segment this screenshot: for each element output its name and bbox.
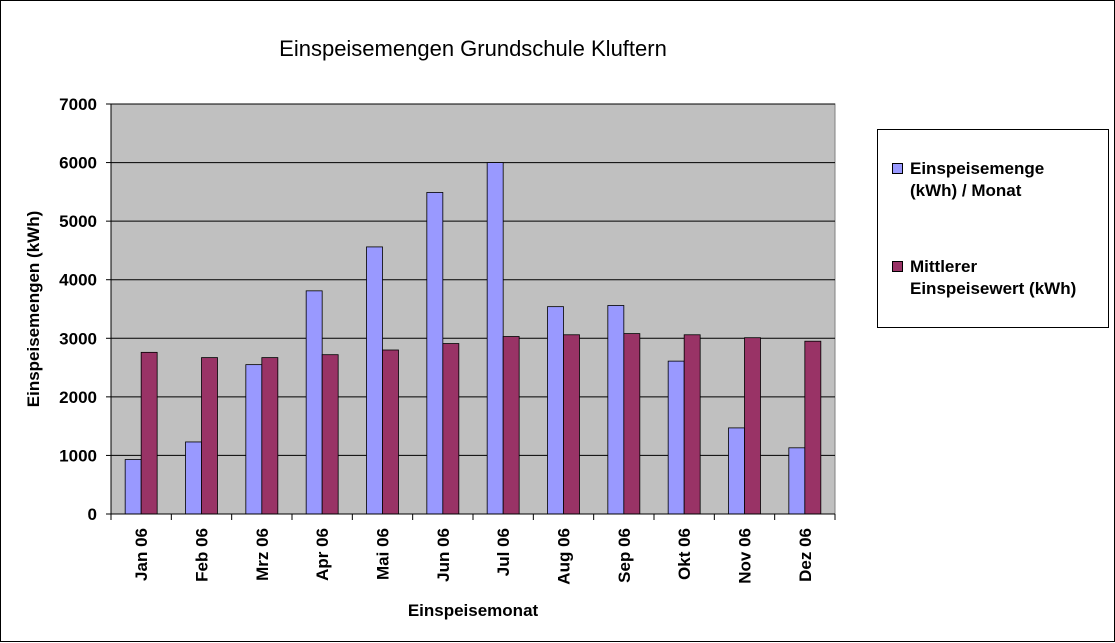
bar-mittlerer-jan-06 xyxy=(140,351,158,515)
legend-swatch-mittlerer xyxy=(892,261,903,272)
bar-mittlerer-sep-06 xyxy=(623,333,641,515)
bar-einspeisemenge-nov-06 xyxy=(728,427,745,515)
bars-layer xyxy=(124,162,822,515)
bar-mittlerer-mai-06 xyxy=(382,349,399,515)
x-tick-label: Mai 06 xyxy=(374,528,393,580)
x-tick-label: Jun 06 xyxy=(434,528,453,582)
legend: Einspeisemenge (kWh) / Monat Mittlerer E… xyxy=(877,129,1109,328)
y-tick-label: 2000 xyxy=(59,388,97,407)
y-axis-label: Einspeisemengen (kWh) xyxy=(24,211,43,407)
x-tick-label: Sep 06 xyxy=(615,528,634,583)
y-tick-label: 1000 xyxy=(59,446,97,465)
x-tick-label: Nov 06 xyxy=(736,528,755,584)
legend-label-mittlerer: Mittlerer Einspeisewert (kWh) xyxy=(910,257,1077,298)
x-tick-label: Jan 06 xyxy=(132,528,151,581)
bar-mittlerer-jul-06 xyxy=(502,336,520,515)
bar-mittlerer-dez-06 xyxy=(804,340,822,515)
bar-mittlerer-feb-06 xyxy=(201,357,218,515)
bar-einspeisemenge-dez-06 xyxy=(788,447,806,515)
bar-einspeisemenge-mai-06 xyxy=(366,246,383,515)
y-tick-label: 3000 xyxy=(59,329,97,348)
grid-layer xyxy=(111,103,835,456)
y-tick-label: 0 xyxy=(88,505,97,524)
x-tick-label: Mrz 06 xyxy=(253,528,272,581)
x-tick-label: Jul 06 xyxy=(494,528,513,576)
y-tick-label: 6000 xyxy=(59,154,97,173)
bar-mittlerer-mrz-06 xyxy=(261,357,279,515)
bar-einspeisemenge-jul-06 xyxy=(486,162,504,515)
x-tick-label: Apr 06 xyxy=(313,528,332,581)
bar-einspeisemenge-sep-06 xyxy=(607,305,625,515)
bar-einspeisemenge-apr-06 xyxy=(305,290,323,515)
bar-einspeisemenge-jan-06 xyxy=(124,459,142,515)
x-tick-label: Aug 06 xyxy=(555,528,574,585)
bar-mittlerer-nov-06 xyxy=(744,337,761,515)
legend-label-einspeisemenge: Einspeisemenge (kWh) / Monat xyxy=(910,159,1045,200)
x-axis-label: Einspeisemonat xyxy=(408,601,539,620)
x-tick-label: Feb 06 xyxy=(193,528,212,582)
bar-einspeisemenge-okt-06 xyxy=(667,360,685,515)
x-tick-label: Okt 06 xyxy=(675,528,694,580)
legend-item-einspeisemenge: Einspeisemenge (kWh) / Monat xyxy=(892,158,1044,202)
bar-mittlerer-apr-06 xyxy=(321,354,339,515)
bar-mittlerer-okt-06 xyxy=(683,334,701,515)
legend-swatch-einspeisemenge xyxy=(892,163,903,174)
bar-einspeisemenge-mrz-06 xyxy=(245,364,263,515)
bar-einspeisemenge-jun-06 xyxy=(426,192,444,515)
axes-layer: 0 1000 2000 3000 4000 5000 6000 7000 Jan 06 Feb 0… xyxy=(59,95,836,585)
bar-mittlerer-jun-06 xyxy=(442,343,460,515)
chart-title: Einspeisemengen Grundschule Kluftern xyxy=(279,36,667,61)
y-tick-label: 4000 xyxy=(59,271,97,290)
bar-einspeisemenge-aug-06 xyxy=(547,306,564,515)
bar-mittlerer-aug-06 xyxy=(563,334,580,515)
legend-item-mittlerer: Mittlerer Einspeisewert (kWh) xyxy=(892,256,1076,300)
y-tick-label: 7000 xyxy=(59,95,97,114)
plot-area xyxy=(110,103,836,515)
y-tick-label: 5000 xyxy=(59,212,97,231)
bar-einspeisemenge-feb-06 xyxy=(185,441,202,515)
x-tick-label: Dez 06 xyxy=(796,528,815,582)
